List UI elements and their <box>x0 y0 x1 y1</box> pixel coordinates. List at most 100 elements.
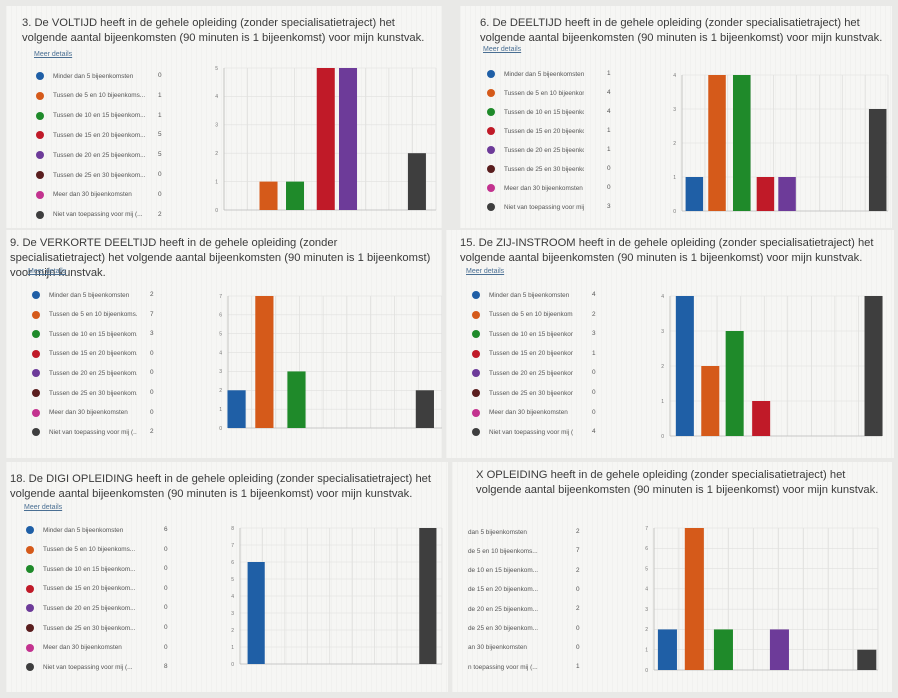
meer-details-link[interactable]: Meer details <box>28 268 67 275</box>
legend-dot-icon <box>36 72 44 80</box>
question-panel: 15. De ZIJ-INSTROOM heeft in de gehele o… <box>446 230 894 458</box>
y-tick-label: 1 <box>673 175 676 181</box>
legend-label: Tussen de 10 en 15 bijeenkom... <box>504 108 584 116</box>
legend-item: de 20 en 25 bijeenkom... <box>468 603 552 615</box>
legend-count: 5 <box>158 131 162 139</box>
legend-item: de 15 en 20 bijeenkom... <box>468 584 552 596</box>
legend-item: Niet van toepassing voor mij (... <box>26 661 151 673</box>
legend-label: Tussen de 15 en 20 bijeenkom... <box>53 131 146 139</box>
meer-details-link[interactable]: Meer details <box>466 268 505 275</box>
bar <box>657 629 677 670</box>
legend-dot-icon <box>36 210 44 219</box>
legend-count: 8 <box>164 663 168 671</box>
legend-count: 0 <box>150 349 154 357</box>
legend: Minder dan 5 bijeenkomsten 6 Tussen de 5 e… <box>26 524 176 681</box>
legend-dot-icon <box>32 349 40 358</box>
question-title: 3. De VOLTIJD heeft in de gehele opleidi… <box>22 17 425 44</box>
legend-count: 2 <box>150 291 154 298</box>
legend-item: Tussen de 10 en 15 bijeenkom... <box>487 106 584 118</box>
legend-item: de 25 en 30 bijeenkom... <box>468 623 552 635</box>
question-panel: X OPLEIDING heeft in de gehele opleiding… <box>452 462 892 692</box>
legend: Minder dan 5 bijeenkomsten 2 Tussen de 5 e… <box>32 289 162 446</box>
legend-label: Minder dan 5 bijeenkomsten <box>53 72 134 80</box>
legend-item: Tussen de 5 en 10 bijeenkoms... <box>26 544 151 556</box>
legend-count: 0 <box>164 643 168 651</box>
y-tick-label: 0 <box>673 209 676 215</box>
legend-item: Tussen de 20 en 25 bijeenkom... <box>36 149 155 161</box>
legend-label: Tussen de 15 en 20 bijeenkom... <box>43 585 136 593</box>
legend-count: 7 <box>150 310 154 318</box>
legend: Minder dan 5 bijeenkomsten 0 Tussen de 5 e… <box>36 70 170 228</box>
meer-details-link[interactable]: Meer details <box>483 46 522 53</box>
legend-label: Meer dan 30 bijeenkomsten <box>49 409 128 417</box>
legend-item: Meer dan 30 bijeenkomsten <box>32 407 137 419</box>
legend-label: Minder dan 5 bijeenkomsten <box>504 70 584 78</box>
legend-item: Tussen de 25 en 30 bijeenkom... <box>487 163 584 175</box>
legend-label: Tussen de 20 en 25 bijeenkom... <box>53 151 146 159</box>
y-tick-label: 2 <box>673 141 676 147</box>
legend-item: Meer dan 30 bijeenkomsten <box>36 189 155 201</box>
legend-label: de 5 en 10 bijeenkoms... <box>468 547 538 555</box>
y-tick-label: 3 <box>231 611 234 617</box>
bar <box>769 629 789 670</box>
y-tick-label: 1 <box>215 179 218 185</box>
legend-count: 4 <box>607 108 611 115</box>
bar-chart: 0 1 2 3 4 <box>673 73 889 215</box>
y-tick-label: 4 <box>673 73 676 79</box>
legend-item: Tussen de 15 en 20 bijeenkom... <box>487 125 584 137</box>
legend-count: 0 <box>576 624 580 632</box>
legend-label: Tussen de 5 en 10 bijeenkoms... <box>489 311 573 319</box>
bar <box>286 181 305 210</box>
legend-item: Tussen de 10 en 15 bijeenkom... <box>32 328 137 340</box>
legend-count: 0 <box>164 565 168 573</box>
legend-count: 1 <box>607 127 611 134</box>
legend-item: Tussen de 5 en 10 bijeenkoms... <box>36 90 155 102</box>
legend-dot-icon <box>26 526 34 534</box>
legend-label: Tussen de 25 en 30 bijeenkom... <box>49 389 137 397</box>
legend-label: Tussen de 5 en 10 bijeenkoms... <box>49 311 137 319</box>
legend-label: de 15 en 20 bijeenkom... <box>468 586 538 594</box>
legend-dot-icon <box>36 131 44 140</box>
meer-details-link[interactable]: Meer details <box>24 504 63 511</box>
bar <box>247 562 265 664</box>
bar <box>708 75 726 211</box>
legend-item: Tussen de 15 en 20 bijeenkom... <box>32 348 137 360</box>
legend-label: Tussen de 20 en 25 bijeenkom... <box>489 369 573 377</box>
bar <box>685 177 704 211</box>
y-tick-label: 3 <box>661 329 664 335</box>
bar <box>732 75 751 211</box>
legend-label: Tussen de 10 en 15 bijeenkom... <box>43 565 136 573</box>
y-tick-label: 1 <box>645 648 648 654</box>
bar <box>684 528 704 670</box>
legend-dot-icon <box>487 108 495 116</box>
legend-dot-icon <box>26 663 34 672</box>
legend-count: 4 <box>607 89 611 96</box>
legend-count: 2 <box>576 528 580 535</box>
y-tick-label: 4 <box>215 94 218 100</box>
legend-count: 0 <box>592 369 596 377</box>
legend-dot-icon <box>487 70 495 78</box>
y-tick-label: 6 <box>645 546 648 552</box>
legend-item: Minder dan 5 bijeenkomsten <box>472 289 573 301</box>
bar <box>756 177 775 211</box>
legend-item: an 30 bijeenkomsten <box>468 642 552 654</box>
legend-dot-icon <box>26 565 34 574</box>
y-tick-label: 0 <box>219 426 222 432</box>
legend-label: Tussen de 15 en 20 bijeenkom... <box>49 350 137 358</box>
y-tick-label: 5 <box>645 566 648 572</box>
legend-dot-icon <box>36 91 44 100</box>
y-tick-label: 5 <box>215 66 218 72</box>
legend-item: Tussen de 25 en 30 bijeenkom... <box>36 169 155 181</box>
legend-count: 0 <box>576 643 580 651</box>
legend-dot-icon <box>32 408 40 417</box>
legend-item: Niet van toepassing voor mij (... <box>32 426 137 438</box>
legend-item: Tussen de 15 en 20 bijeenkom... <box>36 129 155 141</box>
legend-dot-icon <box>487 184 495 192</box>
bar-chart: 0 1 2 3 4 <box>661 294 883 440</box>
legend-item: Meer dan 30 bijeenkomsten <box>26 642 151 654</box>
legend-label: de 25 en 30 bijeenkom... <box>468 625 538 632</box>
legend-label: Tussen de 10 en 15 bijeenkom... <box>53 112 146 120</box>
legend-label: Niet van toepassing voor mij (... <box>43 663 133 671</box>
bar <box>778 177 796 211</box>
meer-details-link[interactable]: Meer details <box>34 51 73 58</box>
